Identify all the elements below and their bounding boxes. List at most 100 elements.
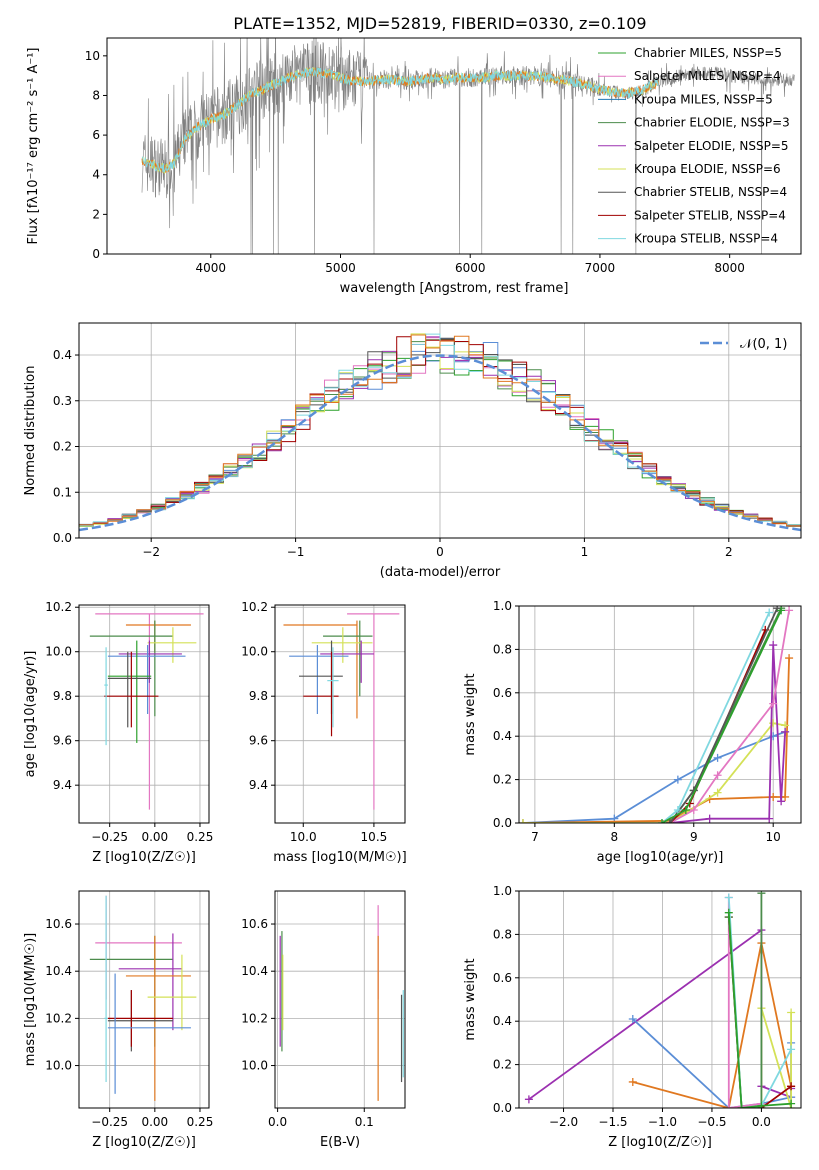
series-marker — [765, 814, 774, 823]
y-tick-label: 10.4 — [45, 964, 72, 978]
y-tick-label: 9.4 — [249, 778, 268, 792]
y-tick-label: 0.0 — [53, 531, 72, 545]
series-marker — [769, 699, 778, 708]
chart-mass-vs-Z: −0.25 0.00 0.25 10.0 10.2 10.4 10.6 Z [log10(Z/… — [23, 890, 213, 1150]
data-point — [89, 620, 173, 717]
y-tick-label: 0.4 — [53, 348, 72, 362]
y-axis-label: Flux [fλ10⁻¹⁷ erg cm⁻² s⁻¹ A⁻¹] — [26, 48, 41, 245]
x-tick-label: 0.0 — [268, 1115, 287, 1129]
plot-area — [89, 895, 197, 1101]
data-point — [323, 620, 373, 697]
series-marker — [765, 608, 774, 617]
y-tick-label: 0.1 — [53, 485, 72, 499]
residual-histogram — [79, 333, 801, 527]
x-axis-label: E(B-V) — [320, 1135, 360, 1150]
x-tick-label: −2.0 — [549, 1115, 578, 1129]
series-marker — [713, 788, 722, 797]
data-point — [107, 990, 173, 1047]
series — [519, 654, 794, 823]
series-line — [661, 612, 771, 823]
series-marker — [524, 1095, 533, 1104]
legend-entry: Kroupa MILES, NSSP=5 — [634, 92, 773, 106]
series-line — [727, 912, 792, 1108]
series-marker — [665, 819, 674, 823]
spectrum-data-line — [141, 38, 795, 254]
x-tick-label: 10.5 — [361, 830, 388, 844]
y-tick-label: 0.2 — [53, 440, 72, 454]
series-marker — [519, 819, 527, 823]
series-marker — [777, 606, 786, 615]
series — [657, 606, 786, 823]
series — [657, 608, 774, 823]
series-line — [528, 928, 792, 1101]
x-tick-label: 0.25 — [187, 830, 214, 844]
axes-frame — [518, 890, 802, 1109]
y-axis-label: age [log10(age/yr)] — [23, 651, 38, 778]
chart-spectrum: 4000 5000 6000 7000 8000 0 2 4 6 8 10 wavelength [A… — [26, 37, 802, 296]
y-tick-label: 10.2 — [241, 600, 268, 614]
data-point — [107, 990, 173, 1052]
plot-area — [524, 891, 796, 1108]
y-tick-label: 10.4 — [241, 964, 268, 978]
series-line — [727, 897, 762, 1108]
series-marker — [713, 771, 722, 780]
y-tick-label: 10.0 — [241, 645, 268, 659]
data-point — [104, 895, 108, 1083]
data-point — [147, 627, 197, 663]
residual-histogram — [79, 333, 801, 527]
legend-entry: Kroupa ELODIE, NSSP=6 — [634, 162, 781, 176]
series — [524, 926, 796, 1104]
series-marker — [673, 775, 682, 784]
y-tick-label: 6 — [92, 128, 100, 142]
x-axis-label: Z [log10(Z/Z☉)] — [92, 1135, 196, 1150]
x-axis-label: wavelength [Angstrom, rest frame] — [340, 281, 569, 296]
legend-entry: Salpeter MILES, NSSP=4 — [634, 69, 781, 83]
axes-frame — [518, 605, 802, 824]
y-tick-label: 10.0 — [45, 645, 72, 659]
series-marker — [724, 1104, 733, 1108]
series-marker — [769, 641, 778, 650]
legend-entry: Chabrier ELODIE, NSSP=3 — [634, 116, 790, 130]
x-tick-label: −0.25 — [91, 830, 128, 844]
x-tick-label: −2 — [142, 545, 160, 559]
x-tick-label: 5000 — [325, 261, 356, 275]
y-tick-label: 9.6 — [249, 734, 268, 748]
y-tick-label: 9.8 — [249, 689, 268, 703]
axes-frame — [274, 604, 406, 824]
data-point — [107, 640, 152, 743]
axes-frame — [106, 37, 802, 255]
series-marker — [673, 805, 682, 814]
plot-area — [79, 333, 801, 532]
series-marker — [724, 908, 733, 917]
data-point — [107, 973, 191, 1094]
legend: 𝒩(0, 1) — [700, 337, 787, 352]
plot-area — [279, 905, 404, 1101]
series-marker — [628, 1077, 637, 1086]
series-marker — [787, 1008, 796, 1017]
series-marker — [785, 654, 794, 663]
y-tick-label: 0.2 — [493, 773, 512, 787]
y-tick-label: 1.0 — [493, 884, 512, 898]
legend: Chabrier MILES, NSSP=5 Salpeter MILES, NS… — [598, 46, 790, 246]
x-tick-label: 0.1 — [355, 1115, 374, 1129]
data-point — [118, 933, 182, 1031]
plot-area — [519, 606, 794, 823]
series-marker — [681, 805, 690, 814]
chart-residuals: −2 −1 0 1 2 0.0 0.1 0.2 0.3 0.4 (data-model)/error… — [23, 322, 802, 580]
y-tick-label: 10.0 — [241, 1059, 268, 1073]
y-axis-label: mass [log10(M/M☉)] — [23, 933, 38, 1066]
y-tick-label: 0 — [92, 247, 100, 261]
series-marker — [781, 727, 790, 736]
series-marker — [757, 891, 766, 898]
series-marker — [781, 792, 790, 801]
legend-entry: Salpeter STELIB, NSSP=4 — [634, 208, 786, 222]
x-tick-label: −0.5 — [697, 1115, 726, 1129]
data-point — [347, 613, 400, 810]
series-marker — [787, 1045, 796, 1054]
y-tick-label: 10 — [85, 49, 100, 63]
chart-massweight-vs-Z: −2.0 −1.5 −1.0 −0.5 0.0 0.0 0.2 0.4 0.6 0.8 1.0 Z [… — [463, 884, 802, 1150]
y-tick-label: 2 — [92, 207, 100, 221]
x-tick-label: 0.00 — [141, 830, 168, 844]
y-tick-label: 0.6 — [493, 686, 512, 700]
x-tick-label: 2 — [725, 545, 733, 559]
